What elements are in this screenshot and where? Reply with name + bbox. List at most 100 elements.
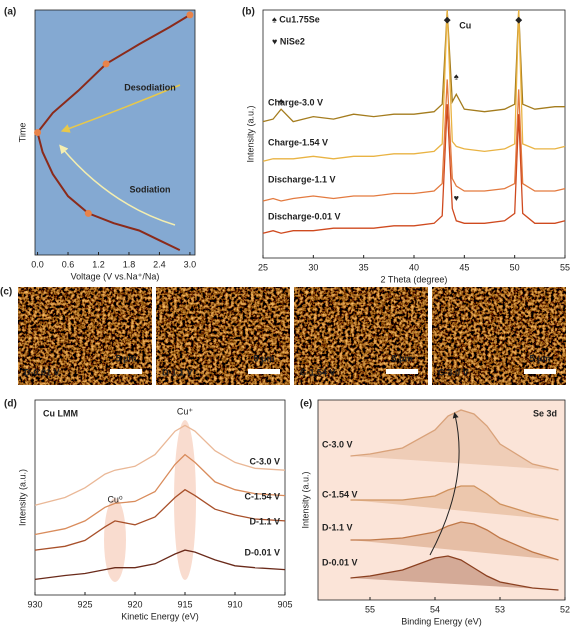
series-label: C-3.0 V bbox=[249, 456, 280, 466]
scale-label: 5 μm bbox=[529, 353, 550, 363]
peak-mark: ♠ bbox=[454, 71, 459, 81]
plot-area bbox=[34, 9, 196, 256]
curves bbox=[34, 424, 286, 581]
curves bbox=[262, 9, 566, 234]
micrograph-label: C-1.54 V bbox=[300, 367, 336, 377]
chart-title: Cu LMM bbox=[43, 408, 78, 418]
marker bbox=[186, 11, 194, 19]
x-tick-label: 920 bbox=[127, 599, 142, 609]
series-label: Sodiation bbox=[130, 184, 171, 194]
micrograph bbox=[18, 287, 152, 385]
peak-mark: ♥ bbox=[454, 193, 459, 203]
x-tick-label: 45 bbox=[459, 262, 469, 272]
x-axis-label: 2 Theta (degree) bbox=[381, 274, 448, 284]
panel-label: (d) bbox=[4, 399, 17, 410]
y-axis-label: Intensity (a.u.) bbox=[245, 105, 255, 162]
x-axis-label: Binding Energy (eV) bbox=[401, 616, 482, 626]
x-tick-label: 25 bbox=[258, 262, 268, 272]
marker bbox=[84, 209, 92, 217]
panel-label: (c) bbox=[0, 287, 12, 298]
peak-fill bbox=[350, 522, 559, 560]
x-tick-label: 930 bbox=[27, 599, 42, 609]
annotation: Cu⁰ bbox=[107, 494, 123, 504]
x-tick-label: 55 bbox=[365, 604, 375, 614]
x-tick-label: 1.2 bbox=[92, 259, 105, 269]
marker bbox=[102, 60, 110, 68]
peak-mark: ♠ bbox=[279, 96, 284, 106]
annotation: Cu bbox=[459, 20, 471, 30]
micrograph-label: C-3.0 V bbox=[438, 367, 469, 377]
series-label: Discharge-0.01 V bbox=[268, 211, 341, 221]
scale-label: 5 μm bbox=[253, 353, 274, 363]
series-label: Charge-3.0 V bbox=[268, 97, 323, 107]
scale-bar bbox=[386, 369, 418, 374]
micrograph bbox=[294, 287, 428, 385]
scale-bar bbox=[524, 369, 556, 374]
curves bbox=[350, 409, 559, 591]
arrow bbox=[59, 144, 176, 226]
series-label: D-0.01 V bbox=[322, 557, 358, 567]
x-tick-label: 54 bbox=[430, 604, 440, 614]
x-tick-label: 40 bbox=[409, 262, 419, 272]
x-tick-label: 905 bbox=[277, 599, 292, 609]
series-label: Discharge-1.1 V bbox=[268, 174, 336, 184]
x-axis-label: Voltage (V vs.Na⁺/Na) bbox=[71, 271, 160, 281]
y-axis-label: Intensity (a.u.) bbox=[300, 471, 310, 528]
peak-fill bbox=[350, 486, 559, 520]
plot-area bbox=[34, 399, 286, 596]
arrow bbox=[60, 84, 181, 133]
micrograph-label: D-0.01 V bbox=[24, 367, 60, 377]
x-tick-label: 925 bbox=[77, 599, 92, 609]
series-line bbox=[34, 453, 286, 536]
peak-mark: ◆ bbox=[515, 14, 522, 24]
annotation: Cu⁺ bbox=[177, 406, 194, 416]
scale-label: 5 μm bbox=[115, 353, 136, 363]
series-line bbox=[34, 424, 286, 506]
legend-entry: ♠ Cu1.75Se bbox=[272, 14, 320, 24]
series-line bbox=[262, 104, 566, 234]
x-tick-label: 2.4 bbox=[153, 259, 166, 269]
x-tick-label: 30 bbox=[308, 262, 318, 272]
series-line bbox=[350, 409, 559, 471]
series-label: D-0.01 V bbox=[244, 547, 280, 557]
highlight bbox=[104, 498, 126, 582]
series-label: C-1.54 V bbox=[244, 491, 280, 501]
x-tick-label: 55 bbox=[560, 262, 570, 272]
chart-title: Se 3d bbox=[533, 408, 557, 418]
series-line bbox=[34, 488, 286, 551]
x-tick-label: 50 bbox=[510, 262, 520, 272]
series-label: C-3.0 V bbox=[322, 439, 353, 449]
panel-label: (b) bbox=[242, 7, 255, 18]
x-axis-label: Kinetic Energy (eV) bbox=[121, 611, 199, 621]
series-line bbox=[350, 485, 559, 521]
series-label: D-1.1 V bbox=[322, 522, 353, 532]
x-tick-label: 915 bbox=[177, 599, 192, 609]
y-axis-label: Intensity (a.u.) bbox=[17, 469, 27, 526]
x-tick-label: 3.0 bbox=[184, 259, 197, 269]
series-label: Desodiation bbox=[124, 82, 176, 92]
series-label: C-1.54 V bbox=[322, 489, 358, 499]
series-line bbox=[262, 79, 566, 202]
x-tick-label: 0.6 bbox=[62, 259, 75, 269]
micrograph-label: D-1.1 V bbox=[162, 367, 193, 377]
panel-label: (e) bbox=[300, 399, 312, 410]
legend-entry: ♥ NiSe2 bbox=[272, 36, 305, 46]
highlight bbox=[174, 420, 196, 580]
arrow bbox=[429, 412, 460, 556]
micrograph bbox=[432, 287, 566, 385]
series-line bbox=[34, 549, 286, 581]
x-tick-label: 35 bbox=[359, 262, 369, 272]
x-tick-label: 910 bbox=[227, 599, 242, 609]
panel-label: (a) bbox=[4, 7, 16, 18]
series-label: D-1.1 V bbox=[249, 516, 280, 526]
series-line bbox=[350, 521, 559, 561]
x-tick-label: 0.0 bbox=[31, 259, 44, 269]
peak-fill bbox=[350, 410, 559, 470]
marker bbox=[34, 129, 42, 136]
scale-bar bbox=[110, 369, 142, 374]
peak-mark: ◆ bbox=[444, 14, 451, 24]
peak-fill bbox=[350, 556, 559, 590]
y-axis-label: Time bbox=[17, 123, 27, 143]
x-tick-label: 53 bbox=[495, 604, 505, 614]
